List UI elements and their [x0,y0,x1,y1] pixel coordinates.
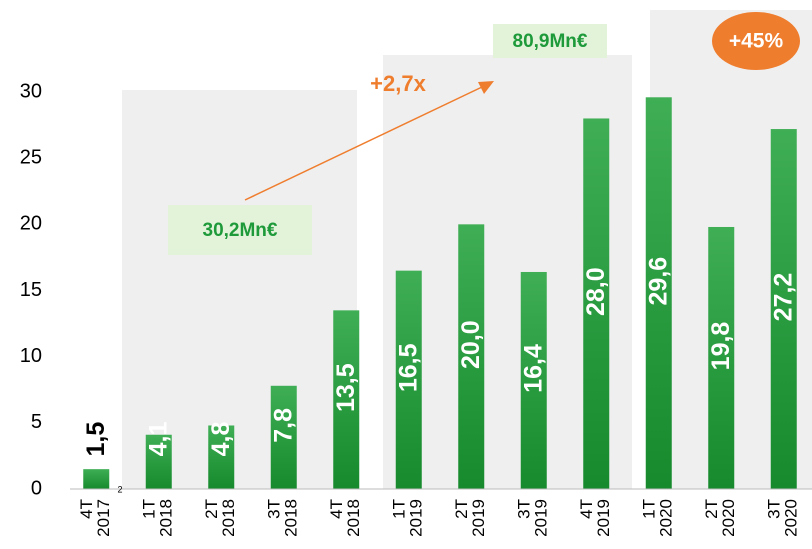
value-label: 13,5 [332,363,360,412]
x-tick-label: 3T2019 [515,499,551,537]
y-tick-label: 15 [20,279,42,301]
x-tick-label: 1T2018 [140,499,176,537]
value-label: 16,5 [394,343,422,392]
x-tick-label: 3T2020 [765,499,801,537]
bar [208,425,235,489]
year-band [122,90,357,489]
bar [708,226,735,490]
y-tick-label: 10 [20,345,42,367]
bar [145,434,172,489]
x-tick-label: 2T2019 [452,499,488,537]
value-label: 7,8 [269,408,297,443]
annotation: 30,2Mn€ [203,220,278,241]
value-label: 4,1 [144,422,172,457]
annotation-box [493,24,607,58]
annotation: +2,7x [370,71,426,96]
badge [712,12,800,70]
x-tick-label: 1T2019 [390,499,426,537]
x-tick-label: 3T2018 [265,499,301,537]
footnote: 2 [117,484,122,494]
x-tick-label: 4T2019 [577,499,613,537]
bar [83,469,110,489]
y-tick-label: 0 [31,477,42,499]
x-tick-label: 4T2018 [327,499,363,537]
value-label: 16,4 [519,344,547,393]
x-tick-label: 2T2018 [202,499,238,537]
value-label: 19,8 [707,322,735,371]
annotation: +45% [729,30,784,53]
value-label: 1,5 [82,422,110,457]
value-label: 4,8 [207,422,235,457]
bar [520,271,547,489]
annotation-box [168,205,312,255]
bar [395,270,422,489]
y-tick-label: 5 [31,411,42,433]
arrow-head [478,81,494,94]
bar [583,118,610,489]
y-tick-label: 25 [20,146,42,168]
value-label: 29,6 [644,257,672,306]
value-label: 27,2 [769,273,797,322]
bar [333,310,360,489]
bar [645,97,672,489]
y-tick-label: 20 [20,213,42,235]
annotation: 80,9Mn€ [513,31,588,52]
arrow [244,86,483,201]
x-tick-label: 1T2020 [640,499,676,537]
value-label: 20,0 [457,320,485,369]
bar [458,224,485,490]
value-label: 28,0 [582,267,610,316]
bar [270,385,297,489]
x-tick-label: 2T2020 [702,499,738,537]
bar [770,129,797,489]
x-tick-label: 4T2017 [77,499,113,537]
y-tick-label: 30 [20,80,42,102]
